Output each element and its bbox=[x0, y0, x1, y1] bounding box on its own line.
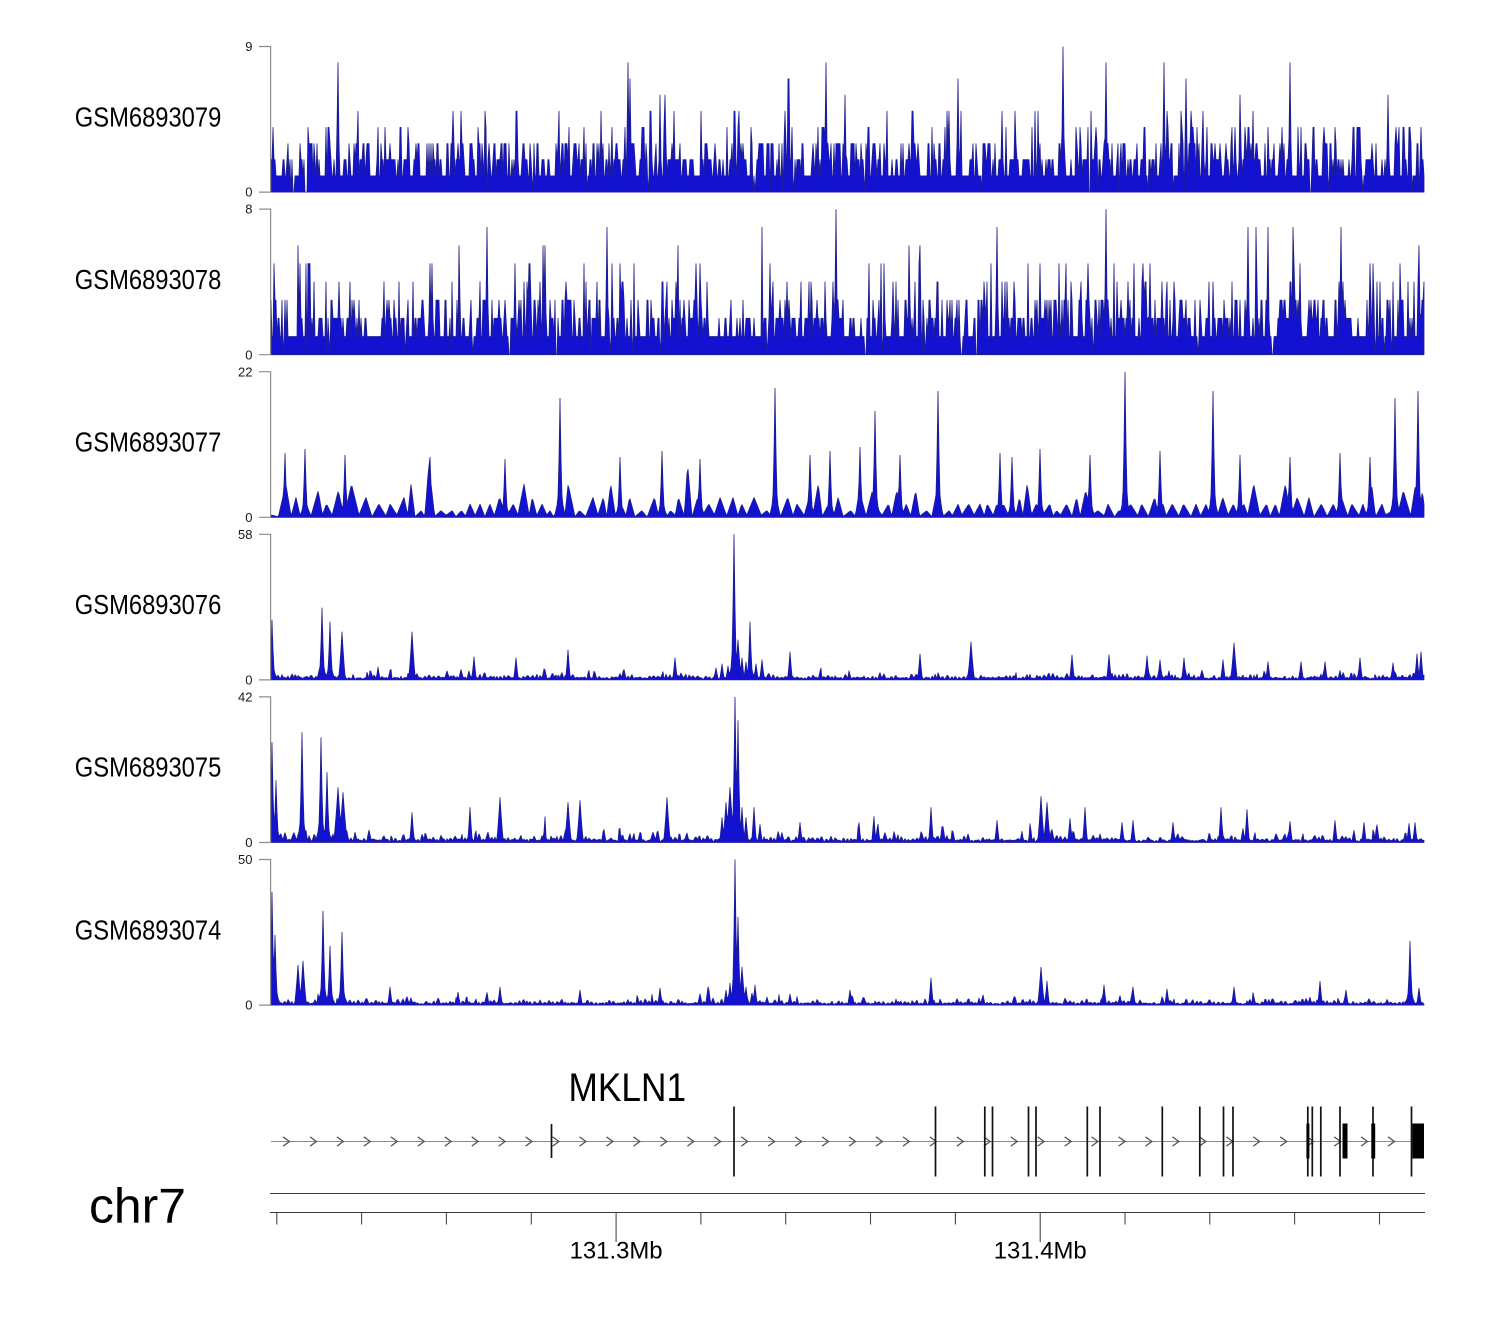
svg-text:chr7: chr7 bbox=[89, 1179, 186, 1233]
svg-text:0: 0 bbox=[245, 185, 252, 200]
svg-text:GSM6893079: GSM6893079 bbox=[75, 101, 222, 132]
svg-text:0: 0 bbox=[245, 510, 252, 525]
svg-text:50: 50 bbox=[238, 852, 252, 867]
svg-text:GSM6893075: GSM6893075 bbox=[75, 752, 222, 783]
svg-text:GSM6893074: GSM6893074 bbox=[75, 914, 222, 945]
svg-text:22: 22 bbox=[238, 364, 252, 379]
svg-text:MKLN1: MKLN1 bbox=[569, 1066, 687, 1110]
svg-text:GSM6893077: GSM6893077 bbox=[75, 427, 222, 458]
svg-text:0: 0 bbox=[245, 835, 252, 850]
svg-text:8: 8 bbox=[245, 202, 252, 217]
svg-text:131.4Mb: 131.4Mb bbox=[994, 1238, 1087, 1265]
svg-text:0: 0 bbox=[245, 998, 252, 1013]
svg-text:GSM6893076: GSM6893076 bbox=[75, 589, 222, 620]
svg-text:GSM6893078: GSM6893078 bbox=[75, 264, 222, 295]
svg-text:9: 9 bbox=[245, 39, 252, 54]
svg-text:0: 0 bbox=[245, 347, 252, 362]
svg-text:42: 42 bbox=[238, 690, 252, 705]
svg-text:131.3Mb: 131.3Mb bbox=[570, 1238, 663, 1265]
svg-text:0: 0 bbox=[245, 673, 252, 688]
svg-text:58: 58 bbox=[238, 527, 252, 542]
